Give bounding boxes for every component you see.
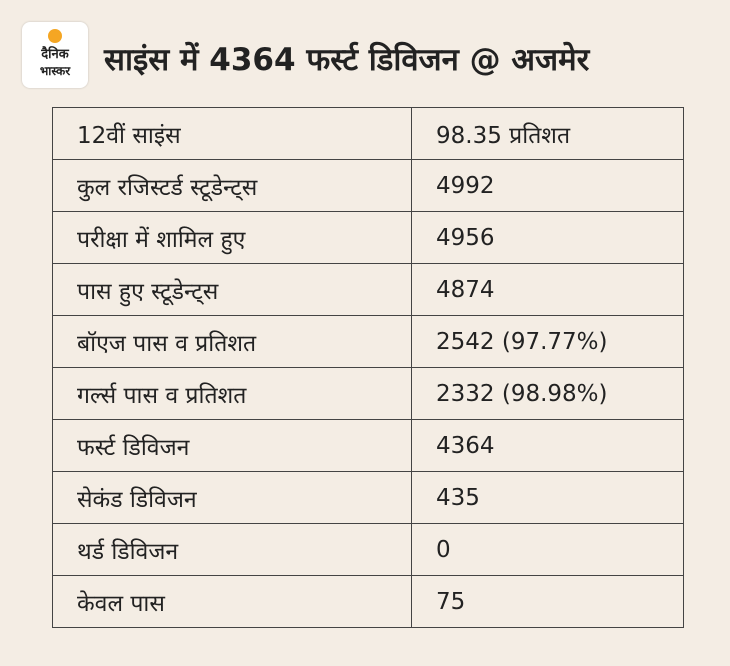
row-label: गर्ल्स पास व प्रतिशत (52, 367, 412, 420)
row-label: सेकंड डिविजन (52, 471, 412, 524)
table-row: बॉएज पास व प्रतिशत 2542 (97.77%) (52, 315, 684, 368)
row-value: 4364 (411, 419, 684, 472)
data-table: 12वीं साइंस 98.35 प्रतिशत कुल रजिस्टर्ड स्… (52, 107, 684, 628)
table-row: पास हुए स्टूडेन्ट्स 4874 (52, 263, 684, 316)
table-row: थर्ड डिविजन 0 (52, 523, 684, 576)
row-value: 435 (411, 471, 684, 524)
logo-sun (48, 29, 62, 43)
table-row: सेकंड डिविजन 435 (52, 471, 684, 524)
row-value: 2332 (98.98%) (411, 367, 684, 420)
table-row: 12वीं साइंस 98.35 प्रतिशत (52, 107, 684, 160)
row-label: बॉएज पास व प्रतिशत (52, 315, 412, 368)
table-row: फर्स्ट डिविजन 4364 (52, 419, 684, 472)
table-row: कुल रजिस्टर्ड स्टूडेन्ट्स 4992 (52, 159, 684, 212)
row-label: फर्स्ट डिविजन (52, 419, 412, 472)
logo: दैनिक भास्कर (22, 22, 88, 88)
row-value: 4874 (411, 263, 684, 316)
table-row: केवल पास 75 (52, 575, 684, 628)
row-value: 98.35 प्रतिशत (411, 107, 684, 160)
row-label: परीक्षा में शामिल हुए (52, 211, 412, 264)
row-value: 75 (411, 575, 684, 628)
table-row: परीक्षा में शामिल हुए 4956 (52, 211, 684, 264)
row-value: 0 (411, 523, 684, 576)
row-label: थर्ड डिविजन (52, 523, 412, 576)
logo-text: दैनिक (41, 47, 69, 62)
row-value: 4992 (411, 159, 684, 212)
logo-text: भास्कर (39, 64, 71, 78)
row-value: 4956 (411, 211, 684, 264)
row-value: 2542 (97.77%) (411, 315, 684, 368)
title: साइंस में 4364 फर्स्ट डिविजन @ अजमेर (104, 42, 590, 78)
row-label: केवल पास (52, 575, 412, 628)
row-label: कुल रजिस्टर्ड स्टूडेन्ट्स (52, 159, 412, 212)
row-label: पास हुए स्टूडेन्ट्स (52, 263, 412, 316)
row-label: 12वीं साइंस (52, 107, 412, 160)
table-row: गर्ल्स पास व प्रतिशत 2332 (98.98%) (52, 367, 684, 420)
